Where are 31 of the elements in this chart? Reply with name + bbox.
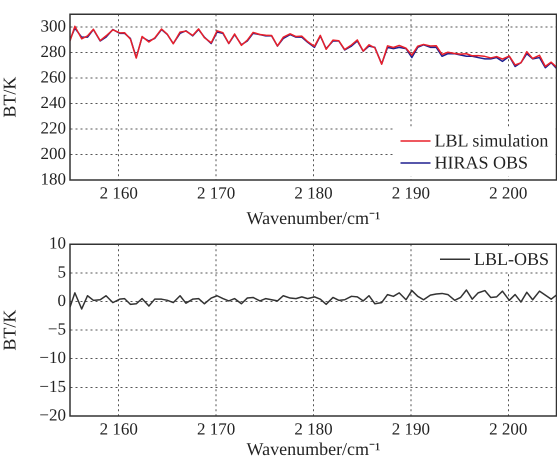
y-tick-label: −10 xyxy=(39,348,66,368)
x-tick-label: 2 160 xyxy=(100,420,138,439)
legend-label: LBL-OBS xyxy=(474,248,550,269)
y-tick-label: −5 xyxy=(48,320,66,339)
x-tick-label: 2 160 xyxy=(100,184,138,203)
x-tick-label: 2 200 xyxy=(489,184,528,203)
y-tick-label: 10 xyxy=(49,234,66,253)
x-tick-label: 2 170 xyxy=(196,420,236,439)
x-tick-label: 2 170 xyxy=(196,184,236,203)
x-axis-title: Wavenumber/cm⁻¹ xyxy=(246,438,380,459)
y-tick-label: 260 xyxy=(40,67,66,86)
y-tick-label: 220 xyxy=(40,118,66,138)
y-tick-label: 180 xyxy=(40,169,66,188)
y-tick-label: 240 xyxy=(40,92,66,112)
y-tick-label: 0 xyxy=(58,290,66,310)
y-tick-label: 200 xyxy=(40,144,66,163)
y-tick-label: 5 xyxy=(58,262,66,282)
legend-label: HIRAS OBS xyxy=(434,152,528,173)
legend-label: LBL simulation xyxy=(434,130,548,151)
y-tick-label: −20 xyxy=(39,405,66,424)
x-axis-title: Wavenumber/cm⁻¹ xyxy=(246,208,380,228)
x-tick-label: 2 200 xyxy=(489,420,528,439)
y-tick-label: −15 xyxy=(39,376,66,396)
x-tick-label: 2 180 xyxy=(294,184,333,203)
y-tick-label: 300 xyxy=(40,16,66,36)
y-tick-label: 280 xyxy=(40,42,66,61)
y-axis-title: BT/K xyxy=(0,76,20,118)
y-axis-title: BT/K xyxy=(0,310,20,351)
x-tick-label: 2 180 xyxy=(294,420,333,439)
x-tick-label: 2 190 xyxy=(392,420,430,439)
x-tick-label: 2 190 xyxy=(392,184,430,203)
